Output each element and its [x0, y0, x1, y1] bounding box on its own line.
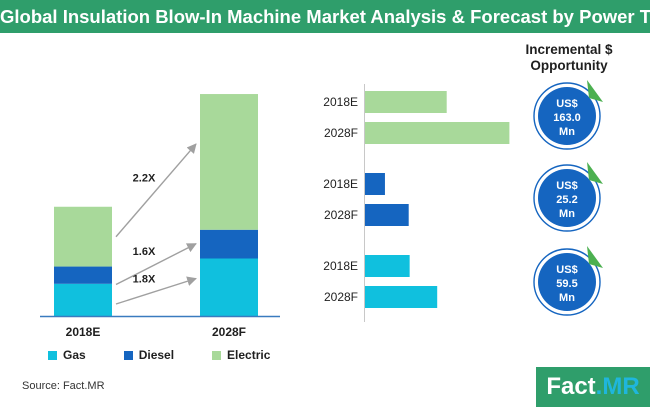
hbar-diesel-2028f: [365, 204, 409, 226]
bubble-2: [538, 169, 596, 227]
hbar-electric-2028f: [365, 122, 510, 144]
growth-arrow-diesel: [115, 243, 197, 286]
bubble-ring-2: [533, 164, 601, 232]
legend-label-diesel: Diesel: [138, 348, 175, 362]
legend-label-gas: Gas: [63, 348, 86, 362]
bubble-value-3: 59.5: [556, 278, 577, 290]
x-tick-label-2028f: 2028F: [212, 325, 246, 339]
hbar-tick-label-electric-2018e: 2018E: [323, 95, 358, 109]
hbar-electric-2018e: [365, 91, 447, 113]
chart-title: Global Insulation Blow-In Machine Market…: [0, 0, 650, 33]
growth-label-electric: 2.2X: [133, 172, 156, 184]
bubble-ring-3: [533, 248, 601, 316]
bubble-unit-3: Mn: [559, 292, 575, 304]
incremental-title-line2: Opportunity: [530, 58, 608, 73]
legend-item-gas: Gas: [48, 348, 86, 362]
bubble-value-2: 25.2: [556, 194, 577, 206]
legend-swatch-diesel: [123, 350, 133, 360]
logo-text-fact: Fact: [546, 373, 596, 400]
legend-swatch-gas: [48, 350, 57, 360]
bubble-unit-2: Mn: [559, 208, 575, 220]
bubble-accent-1: [587, 80, 603, 102]
growth-arrow-gas: [115, 276, 197, 305]
hbar-gas-2018e: [365, 255, 410, 277]
legend-label-electric: Electric: [227, 348, 271, 362]
bubble-value-1: 163.0: [553, 112, 581, 124]
source-note: Source: Fact.MR: [22, 380, 105, 392]
factmr-logo: Fact.MR: [536, 367, 650, 407]
x-tick-label-2018e: 2018E: [66, 325, 101, 339]
bubble-unit-1: Mn: [559, 126, 575, 138]
hbar-tick-label-gas-2018e: 2018E: [323, 259, 358, 273]
logo-text-mr: .MR: [595, 373, 640, 400]
legend-item-electric: Electric: [212, 348, 270, 362]
bubble-currency-1: US$: [556, 98, 577, 110]
bar-gas-2018e: [54, 283, 112, 316]
legend-item-diesel: Diesel: [123, 348, 175, 362]
growth-label-gas: 1.8X: [133, 273, 156, 285]
hbar-tick-label-diesel-2018e: 2018E: [323, 177, 358, 191]
incremental-opportunity-title: Incremental $ Opportunity: [505, 42, 633, 74]
bar-electric-2028f: [200, 94, 258, 230]
bubble-currency-2: US$: [556, 180, 577, 192]
legend: Gas Diesel Electric: [48, 348, 308, 362]
hbar-tick-label-diesel-2028f: 2028F: [324, 208, 358, 222]
bar-gas-2028f: [200, 258, 258, 316]
bubble-accent-2: [587, 162, 603, 184]
hbar-tick-label-gas-2028f: 2028F: [324, 290, 358, 304]
legend-swatch-electric: [212, 350, 222, 360]
bubble-ring-1: [533, 82, 601, 150]
bar-diesel-2028f: [200, 229, 258, 259]
bar-diesel-2018e: [54, 266, 112, 284]
hbar-diesel-2018e: [365, 173, 385, 195]
bubble-accent-3: [587, 246, 603, 268]
bar-electric-2018e: [54, 206, 112, 267]
growth-label-diesel: 1.6X: [133, 246, 156, 258]
bubble-1: [538, 87, 596, 145]
incremental-title-line1: Incremental $: [525, 42, 613, 57]
hbar-tick-label-electric-2028f: 2028F: [324, 126, 358, 140]
bubble-currency-3: US$: [556, 264, 577, 276]
growth-arrow-electric: [115, 143, 197, 238]
bubble-3: [538, 253, 596, 311]
hbar-gas-2028f: [365, 286, 438, 308]
